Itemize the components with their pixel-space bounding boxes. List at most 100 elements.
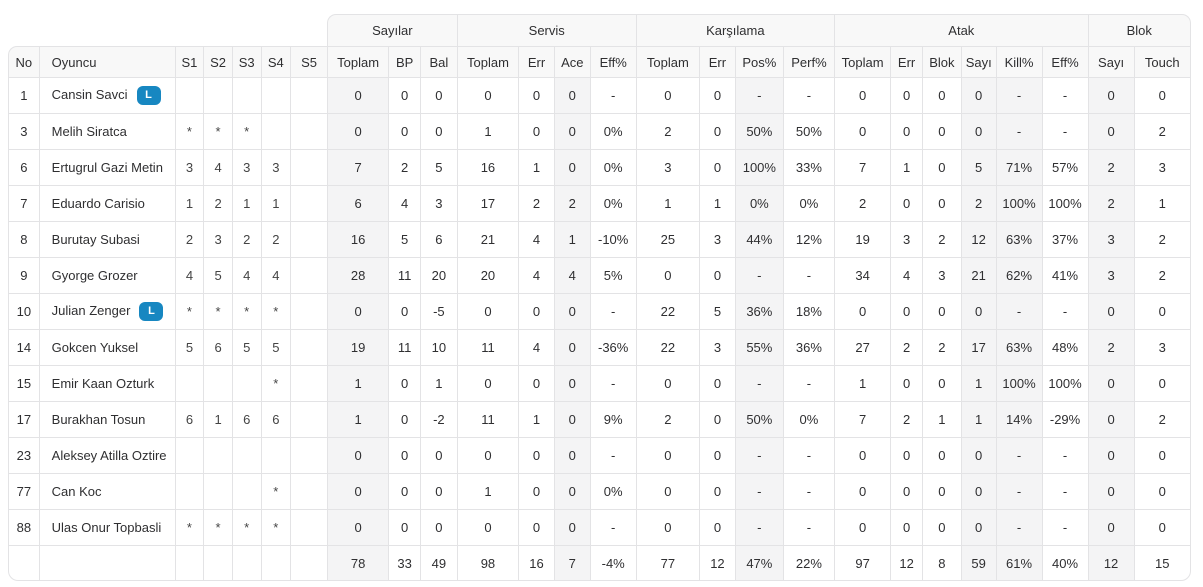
stat-cell: 1 xyxy=(890,149,922,185)
stat-cell: 0 xyxy=(1087,77,1134,113)
stat-cell: 2 xyxy=(960,185,996,221)
stat-cell: 0% xyxy=(589,185,636,221)
stat-cell: 0 xyxy=(518,473,554,509)
player-name-cell: Can Koc xyxy=(38,473,175,509)
player-name-cell: Gyorge Grozer xyxy=(38,257,175,293)
column-header: No xyxy=(8,46,39,77)
player-name: Eduardo Carisio xyxy=(51,196,145,211)
stat-cell: 0 xyxy=(326,113,389,149)
stat-cell: 0 xyxy=(553,149,590,185)
stat-cell: 1 xyxy=(456,473,519,509)
player-row: 17 Burakhan Tosun 6 1 6 6 1 0 -2 11 1 0 9% 2 0 50% 0% 7 2 1… xyxy=(8,401,1191,437)
stat-cell: 0 xyxy=(921,149,961,185)
stat-cell: 4 xyxy=(260,257,291,293)
stat-cell: 36% xyxy=(782,329,835,365)
column-header: Sayı xyxy=(1087,46,1134,77)
column-header: S3 xyxy=(231,46,261,77)
totals-cell: 15 xyxy=(1133,545,1191,581)
stat-cell xyxy=(174,77,204,113)
stat-cell: - xyxy=(589,509,636,545)
stat-cell: -10% xyxy=(589,221,636,257)
stat-cell: 2 xyxy=(890,329,922,365)
stat-cell xyxy=(260,77,291,113)
stat-cell: - xyxy=(734,365,783,401)
player-number: 9 xyxy=(8,257,39,293)
stat-cell: 0 xyxy=(960,437,996,473)
player-number: 77 xyxy=(8,473,39,509)
stat-cell: 71% xyxy=(995,149,1042,185)
totals-cell: 49 xyxy=(419,545,457,581)
stat-cell: 12 xyxy=(960,221,996,257)
libero-badge: L xyxy=(136,86,161,105)
column-header: Pos% xyxy=(734,46,783,77)
stat-cell xyxy=(231,473,261,509)
stat-cell: 4 xyxy=(203,149,232,185)
stat-cell: 2 xyxy=(260,221,291,257)
stat-cell: - xyxy=(734,437,783,473)
stat-cell: 14% xyxy=(995,401,1042,437)
stat-cell: 0 xyxy=(834,437,891,473)
stat-cell: 0 xyxy=(699,77,735,113)
stat-cell: - xyxy=(1041,437,1088,473)
stat-cell: 2 xyxy=(203,185,232,221)
group-header-row: Sayılar Servis Karşılama Atak Blok xyxy=(8,14,1191,46)
column-header: Kill% xyxy=(995,46,1042,77)
stat-cell: 0 xyxy=(388,293,420,329)
stat-cell: 19 xyxy=(326,329,389,365)
player-number: 1 xyxy=(8,77,39,113)
stat-cell: 0 xyxy=(890,473,922,509)
stat-cell: 0 xyxy=(1133,473,1191,509)
stat-cell: 0 xyxy=(834,77,891,113)
player-row: 23 Aleksey Atilla Oztire 0 0 0 0 0 0-0 0- -0 0 0 0- -… xyxy=(8,437,1191,473)
stat-cell: 2 xyxy=(921,329,961,365)
stat-cell: 1 xyxy=(518,149,554,185)
stat-cell: 0 xyxy=(388,437,420,473)
stat-cell xyxy=(290,437,327,473)
stat-cell: 6 xyxy=(326,185,389,221)
stat-cell: 0 xyxy=(834,509,891,545)
column-header: Toplam xyxy=(326,46,389,77)
stat-cell: 0% xyxy=(782,401,835,437)
stat-cell: 0 xyxy=(1087,509,1134,545)
totals-cell: 77 xyxy=(635,545,700,581)
stat-cell: - xyxy=(734,77,783,113)
stat-cell: 0 xyxy=(890,437,922,473)
stat-cell: 0 xyxy=(553,329,590,365)
player-name-cell: Ulas Onur Topbasli xyxy=(38,509,175,545)
stat-cell: 6 xyxy=(419,221,457,257)
player-name: Melih Siratca xyxy=(51,124,127,139)
stat-cell: 5 xyxy=(960,149,996,185)
stat-cell: 5 xyxy=(203,257,232,293)
player-name-cell: Burutay Subasi xyxy=(38,221,175,257)
stat-cell: 62% xyxy=(995,257,1042,293)
stat-cell: 37% xyxy=(1041,221,1088,257)
stat-cell: 0 xyxy=(1133,77,1191,113)
stat-cell: - xyxy=(782,509,835,545)
stat-cell: 1 xyxy=(260,185,291,221)
stat-cell: 0 xyxy=(518,437,554,473)
column-header: Toplam xyxy=(834,46,891,77)
stat-cell: 0 xyxy=(1087,293,1134,329)
player-row: 9 Gyorge Grozer 4 5 4 4 28 11 20 20 4 4 5% 0 0- -34 4 3 21… xyxy=(8,257,1191,293)
stat-cell: 3 xyxy=(890,221,922,257)
stat-cell: 4 xyxy=(231,257,261,293)
stat-cell: 0 xyxy=(921,365,961,401)
stat-cell: 3 xyxy=(1133,149,1191,185)
stat-cell: 1 xyxy=(1133,185,1191,221)
group-header-4: Atak xyxy=(834,14,1088,46)
column-header: Toplam xyxy=(456,46,519,77)
stat-cell: 5% xyxy=(589,257,636,293)
stat-cell: 11 xyxy=(456,401,519,437)
stat-cell xyxy=(203,77,232,113)
column-header: Bal xyxy=(419,46,457,77)
stat-cell: 3 xyxy=(1087,221,1134,257)
totals-cell: 78 xyxy=(326,545,389,581)
totals-cell: 97 xyxy=(834,545,891,581)
stat-cell: 0 xyxy=(1087,401,1134,437)
stat-cell: 0 xyxy=(890,113,922,149)
stat-cell: - xyxy=(589,293,636,329)
column-header: Perf% xyxy=(782,46,835,77)
stat-cell: 100% xyxy=(995,185,1042,221)
player-name: Emir Kaan Ozturk xyxy=(51,376,155,391)
stat-cell: * xyxy=(174,509,204,545)
